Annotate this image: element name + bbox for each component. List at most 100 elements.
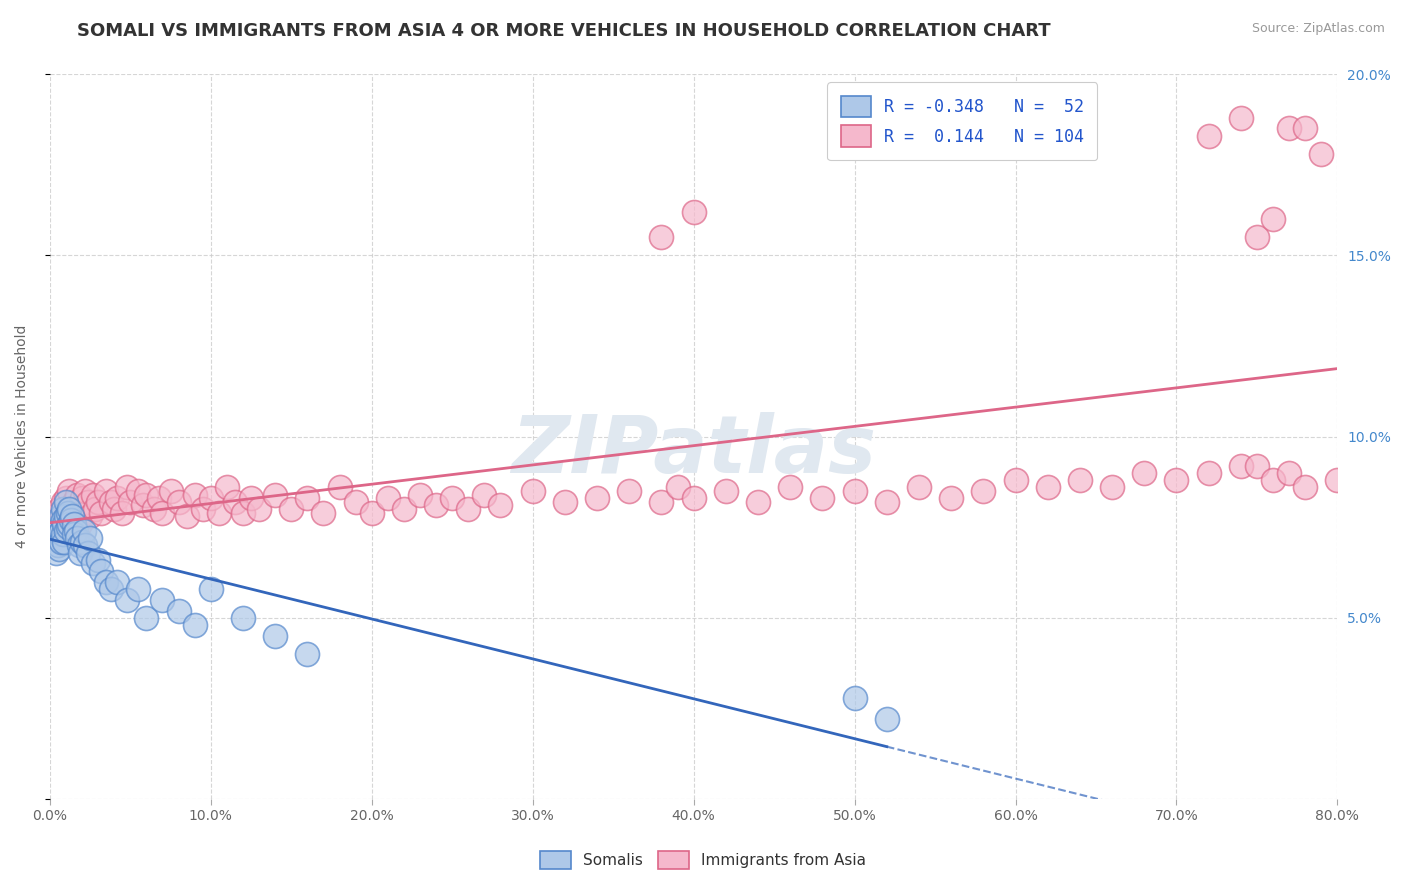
Point — [908, 480, 931, 494]
Point — [53, 509, 76, 524]
Point — [52, 527, 75, 541]
Point — [100, 495, 122, 509]
Point — [297, 491, 319, 505]
Point — [1294, 121, 1316, 136]
Point — [148, 491, 170, 505]
Point — [939, 491, 962, 505]
Point — [96, 574, 118, 589]
Point — [1198, 128, 1220, 143]
Point — [67, 538, 90, 552]
Point — [377, 491, 399, 505]
Point — [682, 491, 704, 505]
Point — [67, 502, 90, 516]
Point — [650, 230, 672, 244]
Point — [44, 509, 66, 524]
Point — [215, 480, 238, 494]
Point — [1069, 473, 1091, 487]
Point — [49, 516, 72, 531]
Point — [48, 541, 70, 556]
Point — [1004, 473, 1026, 487]
Point — [1230, 111, 1253, 125]
Point — [1101, 480, 1123, 494]
Point — [489, 499, 512, 513]
Point — [232, 611, 254, 625]
Point — [183, 618, 205, 632]
Point — [65, 506, 87, 520]
Point — [200, 582, 222, 596]
Point — [49, 524, 72, 538]
Point — [58, 483, 80, 498]
Point — [240, 491, 263, 505]
Point — [650, 495, 672, 509]
Point — [111, 506, 134, 520]
Point — [183, 487, 205, 501]
Point — [46, 538, 69, 552]
Point — [79, 531, 101, 545]
Point — [52, 502, 75, 516]
Point — [344, 495, 367, 509]
Point — [360, 506, 382, 520]
Point — [167, 495, 190, 509]
Point — [69, 545, 91, 559]
Point — [1294, 480, 1316, 494]
Point — [46, 520, 69, 534]
Point — [87, 553, 110, 567]
Point — [143, 502, 166, 516]
Point — [1166, 473, 1188, 487]
Point — [49, 509, 72, 524]
Point — [264, 629, 287, 643]
Point — [44, 531, 66, 545]
Point — [1246, 230, 1268, 244]
Point — [70, 534, 93, 549]
Point — [59, 502, 82, 516]
Point — [63, 516, 86, 531]
Point — [56, 506, 79, 520]
Point — [554, 495, 576, 509]
Point — [152, 592, 174, 607]
Point — [328, 480, 350, 494]
Point — [77, 545, 100, 559]
Point — [65, 524, 87, 538]
Point — [48, 502, 70, 516]
Point — [77, 495, 100, 509]
Legend: R = -0.348   N =  52, R =  0.144   N = 104: R = -0.348 N = 52, R = 0.144 N = 104 — [827, 82, 1097, 161]
Point — [135, 611, 157, 625]
Point — [208, 506, 231, 520]
Point — [200, 491, 222, 505]
Point — [115, 592, 138, 607]
Point — [55, 491, 77, 505]
Point — [63, 527, 86, 541]
Point — [69, 516, 91, 531]
Legend: Somalis, Immigrants from Asia: Somalis, Immigrants from Asia — [534, 845, 872, 875]
Point — [72, 506, 94, 520]
Point — [45, 545, 67, 559]
Point — [409, 487, 432, 501]
Point — [49, 534, 72, 549]
Point — [82, 557, 104, 571]
Point — [135, 487, 157, 501]
Point — [127, 582, 149, 596]
Point — [876, 712, 898, 726]
Point — [1261, 212, 1284, 227]
Point — [75, 538, 97, 552]
Point — [83, 502, 105, 516]
Point — [264, 487, 287, 501]
Point — [70, 491, 93, 505]
Point — [152, 506, 174, 520]
Point — [586, 491, 609, 505]
Point — [1133, 466, 1156, 480]
Point — [132, 499, 155, 513]
Point — [747, 495, 769, 509]
Point — [167, 603, 190, 617]
Point — [666, 480, 689, 494]
Point — [1036, 480, 1059, 494]
Point — [1198, 466, 1220, 480]
Point — [392, 502, 415, 516]
Point — [53, 534, 76, 549]
Point — [425, 499, 447, 513]
Point — [1326, 473, 1348, 487]
Point — [79, 509, 101, 524]
Point — [55, 524, 77, 538]
Point — [1230, 458, 1253, 473]
Point — [844, 690, 866, 705]
